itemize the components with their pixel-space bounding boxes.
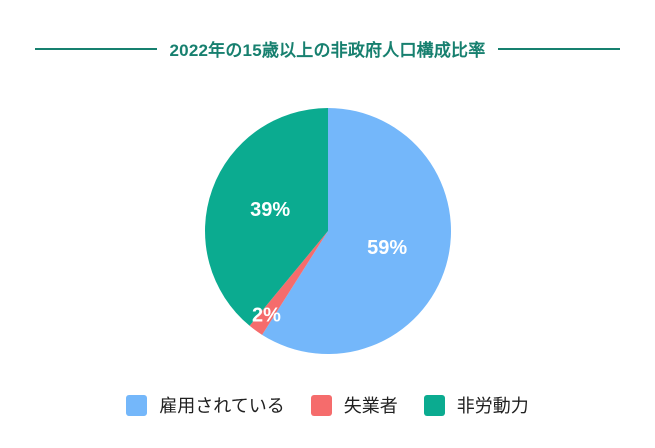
title-rule-left <box>34 47 157 50</box>
title-rule-right <box>498 47 621 50</box>
legend-label-not-in-labor-force: 非労動力 <box>456 396 529 416</box>
pie-data-label-1: 2% <box>252 305 281 327</box>
legend-item-not-in-labor-force: 非労動力 <box>423 392 529 418</box>
chart-legend: 雇用されている 失業者 非労動力 <box>0 392 655 418</box>
pie-data-label-2: 39% <box>250 199 290 221</box>
chart-title-row: 2022年の15歳以上の非政府人口構成比率 <box>0 36 655 61</box>
pie-slice-1 <box>249 231 328 335</box>
legend-item-unemployed: 失業者 <box>310 392 398 418</box>
legend-swatch-employed <box>126 394 148 416</box>
legend-swatch-unemployed <box>310 394 332 416</box>
legend-swatch-not-in-labor-force <box>423 394 445 416</box>
page-title: 2022年の15歳以上の非政府人口構成比率 <box>169 41 486 60</box>
legend-item-employed: 雇用されている <box>126 392 285 418</box>
pie-data-label-0: 59% <box>367 237 407 259</box>
pie-slice-2 <box>205 108 328 326</box>
legend-label-unemployed: 失業者 <box>343 396 398 416</box>
pie-slice-0 <box>262 108 452 354</box>
legend-label-employed: 雇用されている <box>159 396 285 416</box>
